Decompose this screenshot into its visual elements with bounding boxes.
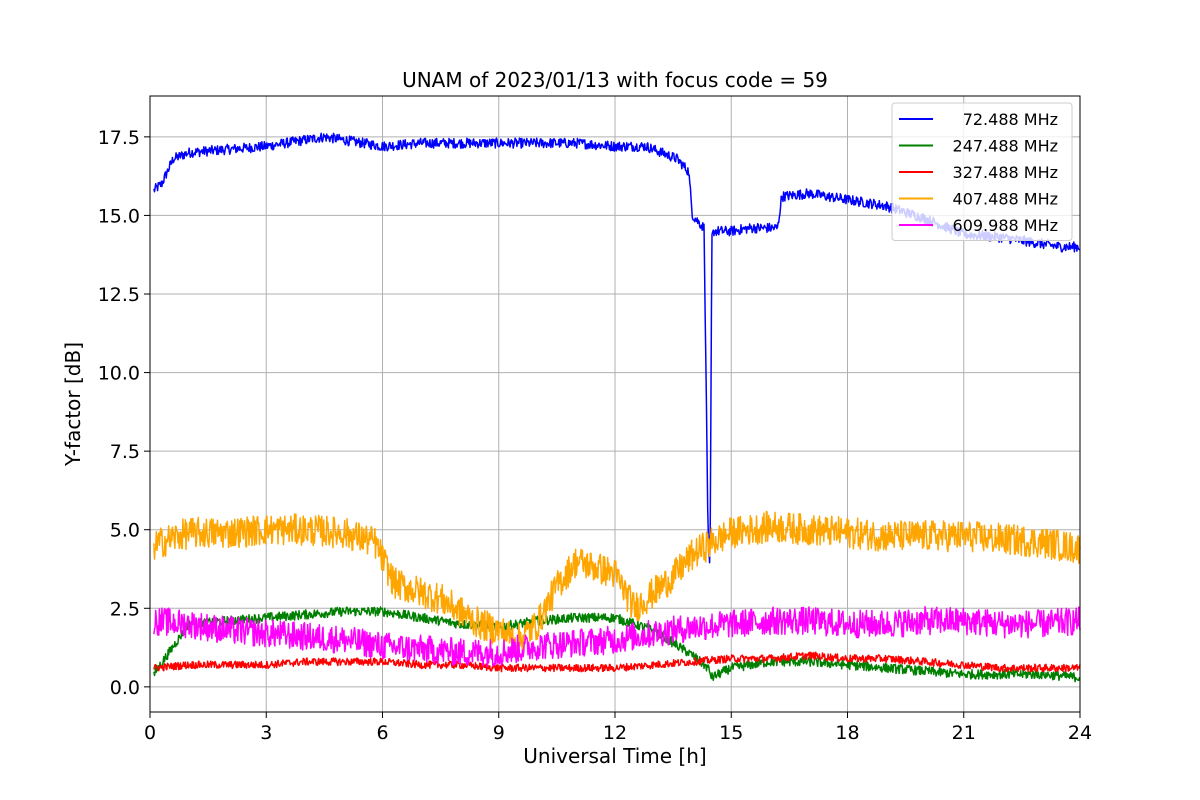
y-axis-label: Y-factor [dB]: [61, 342, 85, 467]
series-line-3: [153, 510, 1081, 655]
y-tick-label: 17.5: [98, 127, 140, 149]
x-axis: 0 3 6 9 12 15 18 21 24: [144, 712, 1092, 744]
x-tick-label: 24: [1068, 722, 1092, 744]
series-line-2: [153, 651, 1081, 673]
plot-area: [153, 132, 1081, 683]
legend-label: 609.988 MHz: [953, 216, 1058, 235]
y-tick-label: 10.0: [98, 363, 140, 385]
x-tick-label: 6: [376, 722, 388, 744]
y-axis: 0.0 2.5 5.0 7.5 10.0 12.5 15.0 17.5: [98, 127, 150, 699]
series-line-1: [153, 606, 1081, 683]
legend-label: 247.488 MHz: [953, 137, 1058, 156]
legend: 72.488 MHz 247.488 MHz 327.488 MHz 407.488 …: [891, 102, 1073, 241]
legend-box: [891, 102, 1073, 241]
x-tick-label: 21: [952, 722, 976, 744]
x-tick-label: 9: [493, 722, 505, 744]
legend-label: 72.488 MHz: [963, 110, 1058, 129]
y-tick-label: 15.0: [98, 205, 140, 227]
y-tick-label: 5.0: [110, 520, 140, 542]
x-tick-label: 12: [603, 722, 627, 744]
x-tick-label: 0: [144, 722, 156, 744]
x-tick-label: 15: [719, 722, 743, 744]
legend-label: 327.488 MHz: [953, 163, 1058, 182]
legend-label: 407.488 MHz: [953, 190, 1058, 209]
y-tick-label: 0.0: [110, 677, 140, 699]
y-tick-label: 12.5: [98, 284, 140, 306]
x-tick-label: 3: [260, 722, 272, 744]
y-tick-label: 7.5: [110, 441, 140, 463]
y-tick-label: 2.5: [110, 598, 140, 620]
chart-title: UNAM of 2023/01/13 with focus code = 59: [402, 68, 828, 92]
x-tick-label: 18: [835, 722, 859, 744]
series-line-4: [153, 605, 1081, 668]
x-axis-label: Universal Time [h]: [523, 744, 706, 768]
